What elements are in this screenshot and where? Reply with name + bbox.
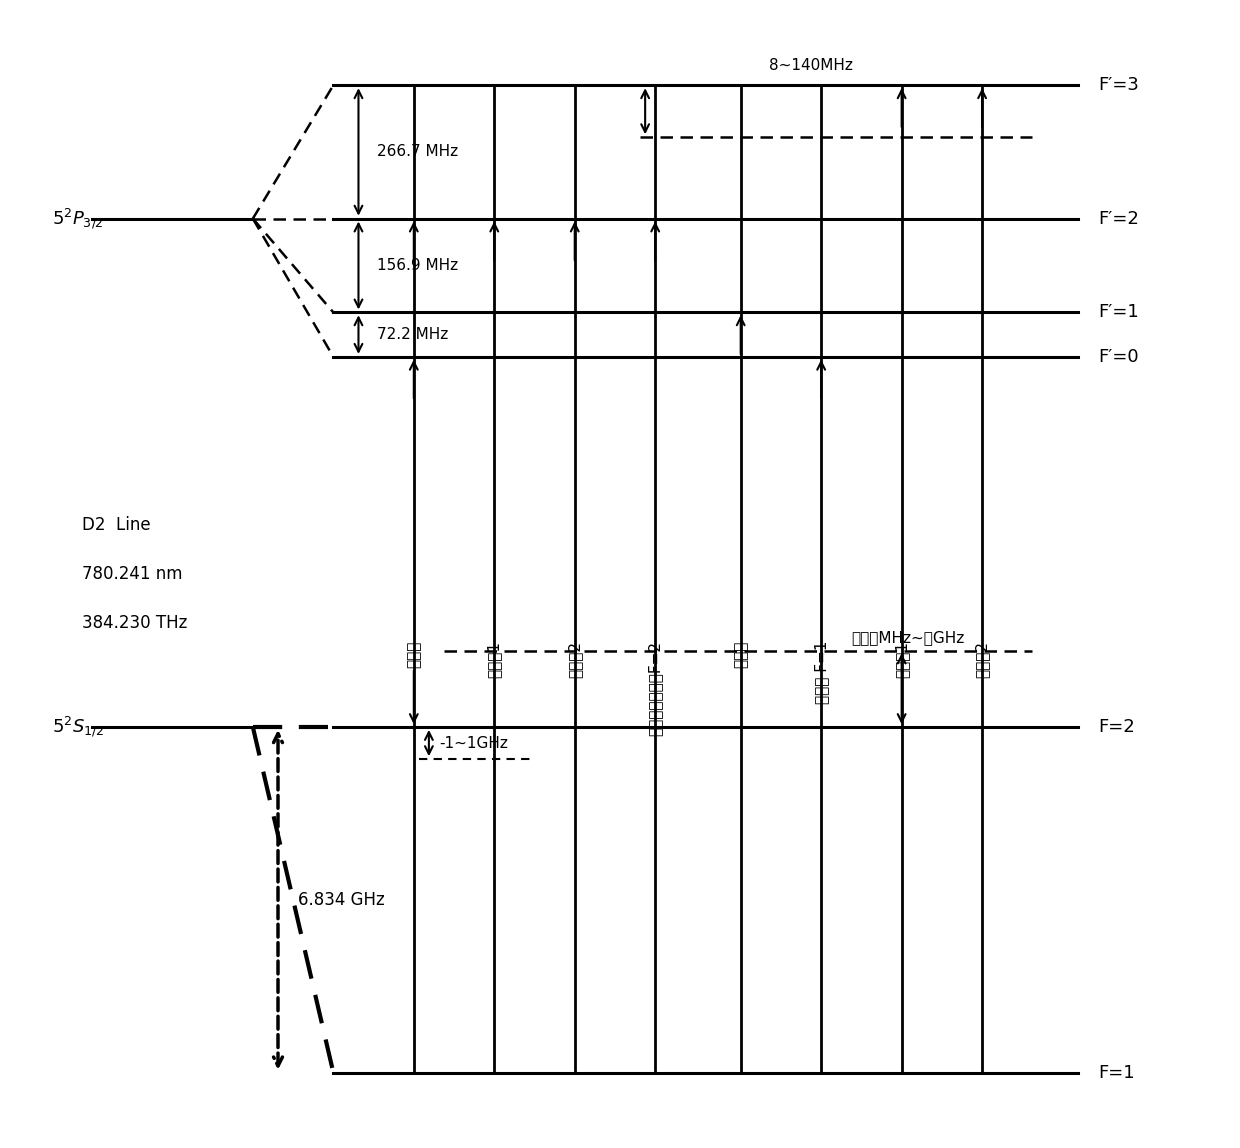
- Text: F′=2: F′=2: [1097, 210, 1138, 227]
- Text: 266.7 MHz: 266.7 MHz: [377, 145, 458, 160]
- Text: 吹散光 F=1: 吹散光 F=1: [813, 641, 828, 704]
- Text: F=1: F=1: [1097, 1063, 1135, 1081]
- Text: $5^2S_{1/2}$: $5^2S_{1/2}$: [52, 715, 104, 739]
- Text: F′=3: F′=3: [1097, 76, 1138, 94]
- Text: F=2: F=2: [1097, 718, 1135, 736]
- Text: D2  Line: D2 Line: [82, 515, 150, 534]
- Text: F′=1: F′=1: [1097, 303, 1138, 321]
- Text: 冷却光1: 冷却光1: [487, 641, 502, 677]
- Text: 780.241 nm: 780.241 nm: [82, 565, 182, 583]
- Text: 384.230 THz: 384.230 THz: [82, 614, 187, 633]
- Text: 参考光: 参考光: [407, 641, 422, 668]
- Text: 拉曼光1: 拉曼光1: [894, 641, 909, 677]
- Text: $5^2P_{3/2}$: $5^2P_{3/2}$: [52, 207, 103, 231]
- Text: 72.2 MHz: 72.2 MHz: [377, 327, 448, 342]
- Text: 8~140MHz: 8~140MHz: [769, 57, 853, 73]
- Text: 6.834 GHz: 6.834 GHz: [298, 891, 384, 909]
- Text: 探测光和吹散光F=2: 探测光和吹散光F=2: [647, 641, 662, 736]
- Text: F′=0: F′=0: [1097, 348, 1138, 366]
- Text: 156.9 MHz: 156.9 MHz: [377, 258, 458, 273]
- Text: 回泵光: 回泵光: [733, 641, 748, 668]
- Text: -1~1GHz: -1~1GHz: [439, 736, 508, 751]
- Text: 冷却光2: 冷却光2: [567, 641, 583, 677]
- Text: 拉曼光2: 拉曼光2: [975, 641, 990, 677]
- Text: 约几発MHz~几GHz: 约几発MHz~几GHz: [852, 630, 965, 645]
